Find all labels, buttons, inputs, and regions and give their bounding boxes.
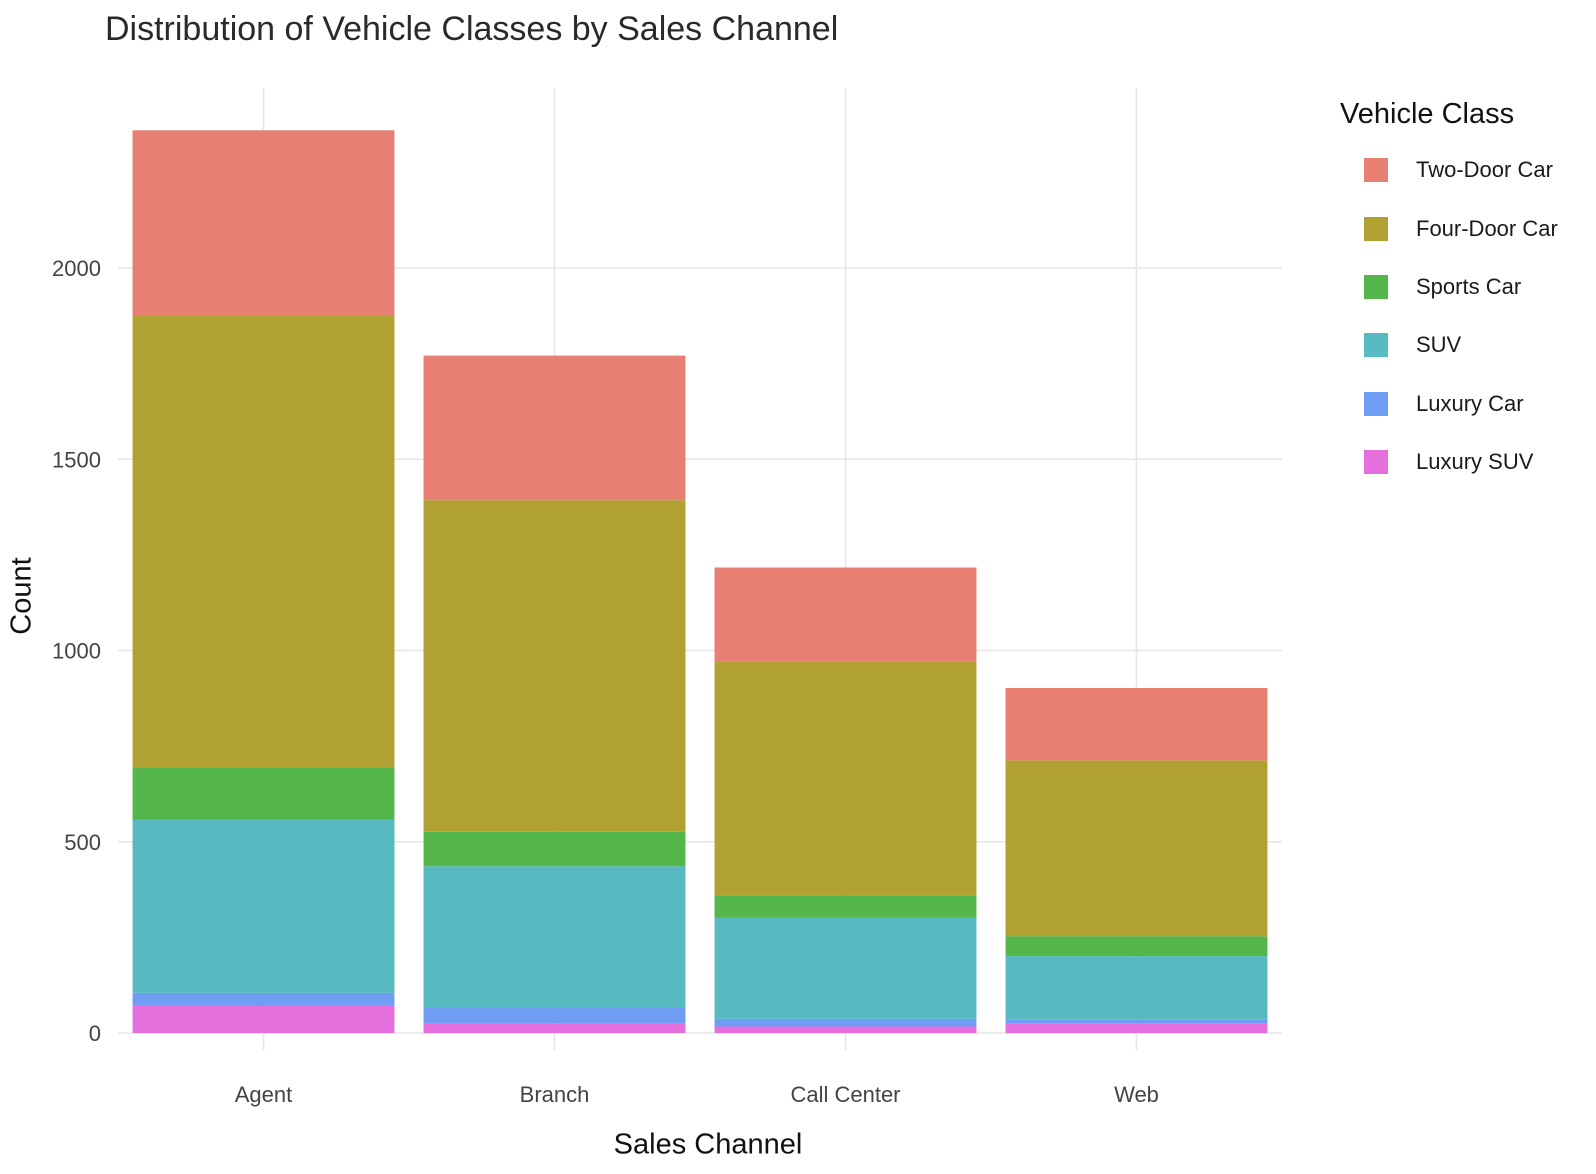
- legend-swatch: [1364, 158, 1388, 183]
- bar-suv: [423, 866, 686, 1007]
- bar-four-door-car: [132, 315, 395, 768]
- x-tick-label: Web: [1114, 1082, 1159, 1107]
- bar-luxury-car: [132, 992, 395, 1006]
- legend-items: Two-Door Car Four-Door Car Sports Car SUV Lu…: [1340, 141, 1558, 491]
- legend: Vehicle Class Two-Door Car Four-Door Car S…: [1340, 98, 1558, 491]
- bar-sports-car: [132, 767, 395, 820]
- legend-swatch: [1364, 274, 1388, 299]
- bar-four-door-car: [423, 500, 686, 832]
- bar-luxury-suv: [132, 1005, 395, 1033]
- legend-swatch: [1364, 333, 1388, 358]
- y-tick-label: 500: [64, 830, 101, 855]
- chart-title: Distribution of Vehicle Classes by Sales…: [105, 10, 839, 48]
- bar-sports-car: [423, 831, 686, 867]
- bar-sports-car: [1005, 936, 1268, 957]
- x-tick-label: Agent: [235, 1082, 293, 1107]
- legend-label: Sports Car: [1416, 273, 1522, 299]
- legend-label: Luxury SUV: [1416, 449, 1534, 475]
- bar-luxury-car: [423, 1006, 686, 1024]
- bar-two-door-car: [423, 355, 686, 501]
- bar-luxury-car: [714, 1018, 977, 1027]
- bar-luxury-car: [1005, 1019, 1268, 1024]
- legend-item[interactable]: Luxury SUV: [1340, 433, 1558, 491]
- x-tick-label: Branch: [520, 1082, 590, 1107]
- bar-suv: [714, 917, 977, 1019]
- bar-four-door-car: [1005, 760, 1268, 937]
- bar-luxury-suv: [714, 1026, 977, 1033]
- y-tick-label: 1500: [52, 447, 101, 472]
- bar-four-door-car: [714, 661, 977, 896]
- legend-swatch: [1364, 391, 1388, 416]
- bar-suv: [1005, 956, 1268, 1020]
- legend-label: Luxury Car: [1416, 390, 1524, 416]
- y-tick-label: 2000: [52, 256, 101, 281]
- legend-label: Four-Door Car: [1416, 215, 1558, 241]
- y-tick-label: 0: [89, 1021, 101, 1046]
- x-tick-label: Call Center: [790, 1082, 900, 1107]
- bar-two-door-car: [714, 567, 977, 662]
- y-tick-label: 1000: [52, 639, 101, 664]
- bar-suv: [132, 819, 395, 993]
- legend-item[interactable]: Sports Car: [1340, 258, 1558, 316]
- y-axis-title: Count: [5, 557, 38, 635]
- legend-label: Two-Door Car: [1416, 157, 1553, 183]
- legend-swatch: [1364, 450, 1388, 475]
- legend-item[interactable]: Luxury Car: [1340, 375, 1558, 433]
- legend-item[interactable]: Four-Door Car: [1340, 199, 1558, 257]
- legend-item[interactable]: Two-Door Car: [1340, 141, 1558, 199]
- bar-luxury-suv: [1005, 1023, 1268, 1033]
- bar-two-door-car: [132, 130, 395, 316]
- legend-title: Vehicle Class: [1340, 98, 1515, 130]
- x-axis-title: Sales Channel: [613, 1128, 803, 1161]
- legend-swatch: [1364, 216, 1388, 241]
- legend-label: SUV: [1416, 332, 1462, 358]
- bar-two-door-car: [1005, 687, 1268, 761]
- legend-item[interactable]: SUV: [1340, 316, 1558, 374]
- bar-luxury-suv: [423, 1023, 686, 1033]
- bar-sports-car: [714, 895, 977, 918]
